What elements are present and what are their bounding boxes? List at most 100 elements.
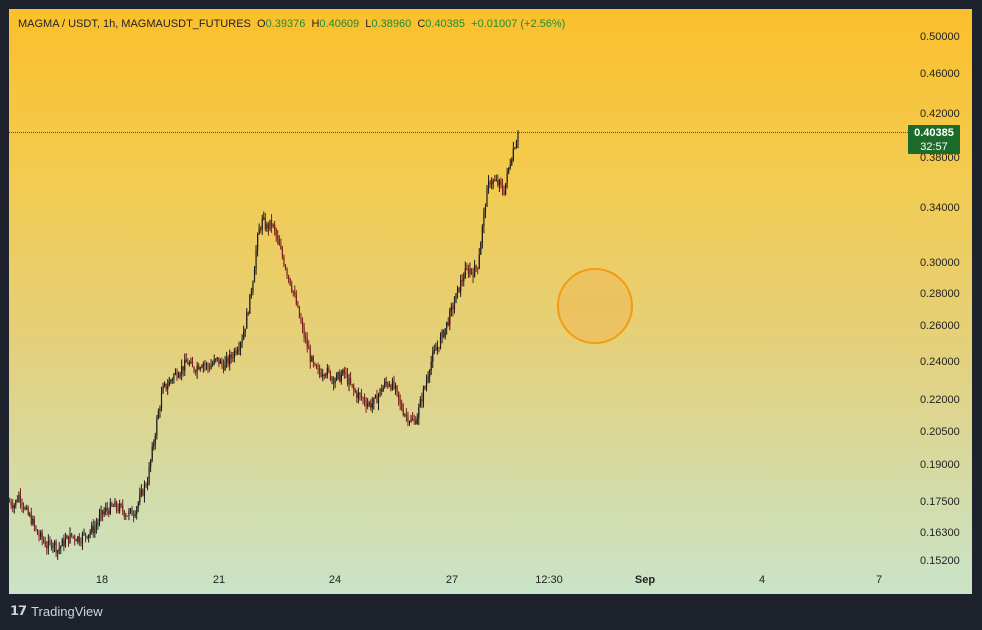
candle-body [435, 349, 437, 351]
candle-body [44, 541, 46, 547]
y-tick-label: 0.19000 [920, 459, 960, 472]
candle-body [381, 388, 383, 392]
chart-frame[interactable]: MAGMA / USDT, 1h, MAGMAUSDT_FUTURES O0.3… [9, 9, 972, 594]
candle-body [89, 531, 91, 535]
candle-body [266, 224, 268, 230]
candle-body [162, 385, 164, 394]
candle-body [503, 191, 505, 195]
candle-body [394, 386, 397, 389]
candle-body [126, 515, 128, 517]
candle-body [213, 359, 215, 364]
candle-body [301, 322, 304, 328]
candle-body [159, 408, 161, 412]
candle-body [112, 505, 115, 507]
candle-body [498, 180, 500, 186]
candle-body [86, 536, 88, 539]
candle-body [253, 269, 256, 283]
candle-body [351, 384, 353, 386]
candle-body [52, 545, 54, 548]
candle-body [331, 377, 333, 380]
candle-body [157, 411, 159, 419]
candle-body [452, 306, 454, 310]
candle-body [458, 287, 460, 292]
last-price-value: 0.40385 [914, 126, 954, 139]
candle-body [143, 484, 146, 496]
candle-body [492, 180, 494, 184]
candle-body [250, 291, 252, 295]
candle-body [430, 361, 432, 371]
candle-body [156, 418, 158, 436]
candle-body [505, 183, 507, 195]
candle-body [436, 347, 438, 350]
candle-body [244, 328, 246, 332]
y-tick-label: 0.17500 [920, 495, 960, 508]
candle-body [357, 393, 359, 399]
candle-body [43, 539, 45, 542]
symbol-title[interactable]: MAGMA / USDT, 1h, MAGMAUSDT_FUTURES [18, 18, 251, 30]
candle-body [140, 489, 142, 495]
candle-body [342, 369, 344, 375]
candle-body [145, 484, 147, 486]
candle-body [207, 364, 209, 368]
candle-body [179, 373, 181, 377]
price-axis[interactable]: 0.50000 0.46000 0.42000 0.38000 0.34000 0.300… [912, 9, 972, 567]
candle-body [382, 386, 384, 392]
candle-body [374, 395, 376, 398]
candle-body [153, 443, 155, 447]
footer-brand[interactable]: 𝟭𝟳 TradingView [10, 603, 103, 619]
candle-body [446, 321, 448, 329]
candle-body [509, 164, 511, 168]
candle-body [491, 183, 493, 185]
x-tick-label: 4 [758, 574, 766, 586]
candle-body [453, 302, 456, 310]
candle-body [517, 131, 519, 142]
candle-body [278, 239, 280, 246]
candle-body [466, 268, 468, 270]
candle-body [174, 371, 177, 375]
last-price-tag: 0.40385 32:57 [908, 124, 960, 154]
candle-body [36, 529, 39, 535]
candle-body [450, 306, 452, 311]
candle-body [103, 511, 105, 515]
candle-body [483, 211, 485, 227]
candle-body [164, 383, 166, 386]
candle-body [184, 359, 186, 371]
candle-body [512, 148, 514, 160]
candle-body [134, 514, 136, 517]
candle-body [137, 502, 139, 508]
candle-body [226, 357, 228, 362]
candle-body [249, 294, 251, 314]
candle-body [407, 414, 409, 423]
candle-body [422, 388, 425, 402]
candle-body [18, 494, 20, 502]
candle-body [53, 541, 56, 546]
time-axis[interactable]: 18 21 24 27 12:30 Sep 4 7 [9, 564, 912, 594]
candle-body [177, 376, 180, 378]
candle-body [91, 525, 93, 532]
candle-body [263, 217, 265, 219]
candle-body [97, 522, 99, 525]
candle-body [26, 507, 28, 509]
candle-body [185, 359, 187, 363]
candle-body [154, 435, 156, 444]
candle-body [373, 397, 375, 404]
candle-body [27, 507, 29, 515]
candle-body [312, 357, 314, 363]
candle-body [337, 372, 339, 374]
candle-body [478, 254, 480, 269]
candle-body [40, 532, 42, 537]
candle-body [122, 505, 124, 512]
drawing-circle[interactable] [557, 268, 633, 344]
candle-body [190, 361, 192, 364]
plot-area[interactable] [9, 9, 912, 564]
candle-body [232, 357, 234, 359]
candle-body [484, 206, 487, 212]
candle-body [193, 367, 195, 372]
y-tick-label: 0.20500 [920, 425, 960, 438]
candle-body [106, 508, 108, 511]
last-price-line [9, 131, 912, 133]
candle-body [133, 515, 135, 517]
candle-body [501, 184, 504, 192]
candle-body [390, 385, 392, 390]
candle-body [63, 539, 65, 547]
